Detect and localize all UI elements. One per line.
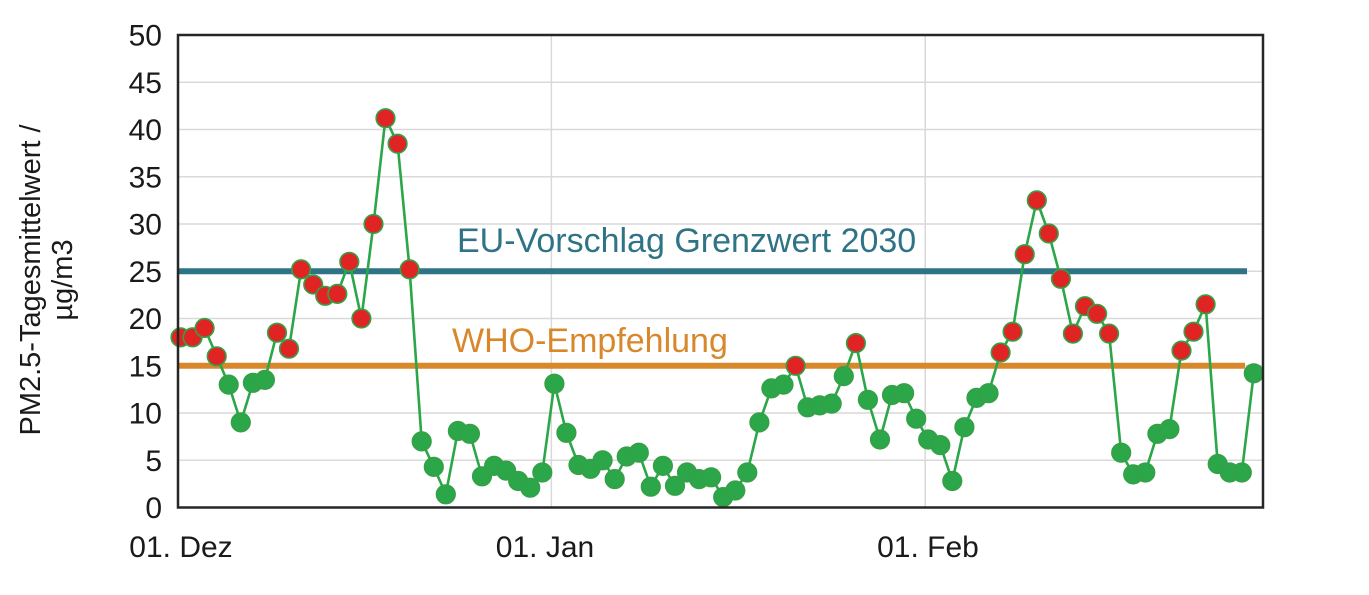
data-point-green [664, 475, 686, 496]
data-point-green [942, 470, 963, 492]
data-point-green [411, 431, 432, 452]
data-point-green [725, 480, 746, 501]
data-point-red [845, 333, 867, 354]
data-point-green [604, 469, 625, 490]
data-point-green [821, 393, 842, 414]
y-tick-label: 25 [129, 256, 162, 289]
x-tick-label: 01. Dez [129, 531, 232, 564]
data-point-green [435, 484, 456, 505]
data-point-red [1026, 190, 1047, 211]
data-point-red [1038, 223, 1059, 244]
y-tick-label: 5 [145, 445, 162, 478]
data-point-red [363, 213, 384, 235]
data-point-red [1062, 323, 1083, 344]
data-point-green [930, 435, 951, 456]
data-point-green [423, 456, 444, 478]
x-tick-label: 01. Feb [877, 531, 979, 564]
y-tick-label: 50 [129, 20, 162, 53]
plot-frame [176, 33, 1265, 509]
y-tick-label: 10 [129, 398, 162, 431]
data-point-green [869, 429, 891, 450]
data-point-red [1050, 268, 1071, 289]
data-point-red [785, 355, 806, 376]
data-point-red [387, 133, 408, 154]
data-point-green [737, 462, 758, 483]
y-axis-title-line2: µg/m3 [47, 239, 79, 320]
data-point-green [700, 467, 722, 488]
eu-line-label: EU-Vorschlag Grenzwert 2030 [457, 222, 916, 260]
data-point-green [652, 455, 674, 477]
data-point-red [1098, 323, 1120, 344]
data-point-red [1002, 321, 1023, 342]
y-tick-label: 20 [129, 303, 162, 336]
data-point-green [532, 462, 553, 483]
data-point-green [1159, 419, 1180, 440]
data-point-green [544, 373, 565, 394]
data-point-green [954, 417, 975, 438]
data-point-red [375, 108, 396, 129]
data-point-green [556, 422, 577, 443]
data-point-green [749, 412, 770, 433]
data-point-green [1231, 462, 1252, 483]
y-tick-label: 35 [129, 161, 162, 194]
data-point-green [978, 383, 999, 404]
data-point-green [1243, 363, 1264, 384]
data-point-green [628, 442, 649, 463]
data-point-green [520, 477, 541, 498]
data-point-green [640, 476, 661, 497]
y-tick-label: 40 [129, 114, 162, 147]
data-point-red [278, 338, 300, 359]
data-point-red [1171, 340, 1192, 361]
y-tick-label: 45 [129, 67, 162, 100]
y-tick-label: 30 [129, 209, 162, 242]
data-point-red [266, 322, 288, 343]
data-point-green [230, 412, 251, 433]
data-point-green [254, 369, 275, 391]
data-point-green [773, 374, 794, 395]
data-point-red [327, 283, 348, 305]
data-point-red [339, 251, 360, 272]
data-point-green [592, 450, 613, 471]
data-point-red [399, 259, 420, 280]
data-point-green [1135, 462, 1156, 483]
data-point-red [1183, 321, 1204, 342]
data-point-green [833, 366, 854, 387]
data-point-green [893, 383, 915, 404]
data-point-green [857, 389, 879, 410]
data-point-green [218, 374, 239, 395]
x-tick-label: 01. Jan [496, 531, 594, 564]
data-point-green [1111, 442, 1132, 463]
data-point-red [291, 259, 312, 280]
data-point-green [906, 408, 927, 429]
who-line-label: WHO-Empfehlung [452, 322, 728, 360]
data-point-red [1086, 303, 1108, 324]
y-tick-label: 0 [145, 492, 162, 525]
data-point-red [1195, 294, 1216, 315]
y-tick-label: 15 [129, 350, 162, 383]
data-point-red [206, 346, 227, 367]
data-point-red [194, 317, 215, 339]
y-axis-tick-labels: 0 5 10 15 20 25 30 35 40 45 50 [129, 20, 162, 526]
x-axis-tick-labels: 01. Dez 01. Jan 01. Feb [129, 531, 979, 564]
data-point-green [459, 423, 481, 444]
y-axis-title-line1: PM2.5-Tagesmittelwert / [15, 124, 47, 436]
data-point-red [1014, 244, 1035, 265]
data-points [170, 108, 1264, 508]
data-point-red [351, 308, 372, 329]
data-point-red [990, 342, 1011, 363]
